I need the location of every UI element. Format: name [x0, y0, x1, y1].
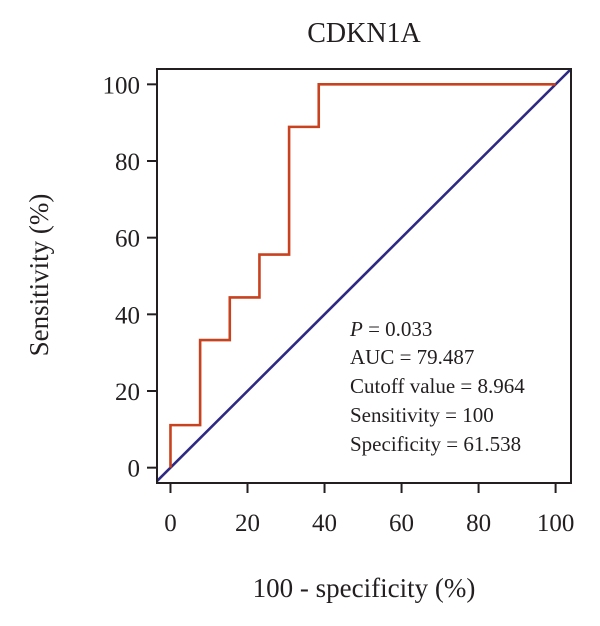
x-axis-title: 100 - specificity (%)	[253, 573, 476, 603]
y-tick-label: 100	[103, 72, 141, 99]
chart-title: CDKN1A	[307, 18, 421, 49]
plot-frame	[156, 68, 572, 484]
annotation-cutoff: Cutoff value = 8.964	[350, 374, 525, 398]
y-tick-label: 0	[128, 456, 141, 483]
x-tick-label: 100	[537, 510, 575, 537]
annotation-sensitivity: Sensitivity = 100	[350, 403, 494, 427]
annotation-auc: AUC = 79.487	[350, 345, 474, 369]
y-tick-label: 20	[115, 379, 140, 406]
x-axis-ticks: 0 20 40 60 80 100	[164, 483, 574, 537]
y-tick-label: 60	[115, 226, 140, 253]
x-tick-label: 20	[235, 510, 260, 537]
x-tick-label: 0	[164, 510, 177, 537]
y-tick-label: 40	[115, 302, 140, 329]
annotation-block: P = 0.033 AUC = 79.487 Cutoff value = 8.…	[349, 317, 525, 456]
y-tick-label: 80	[115, 149, 140, 176]
roc-curve-line	[169, 83, 556, 468]
y-axis-title: Sensitivity (%)	[24, 194, 54, 357]
x-tick-label: 80	[466, 510, 491, 537]
x-tick-label: 60	[389, 510, 414, 537]
x-tick-label: 40	[312, 510, 337, 537]
annotation-specificity: Specificity = 61.538	[350, 432, 521, 456]
reference-diagonal-line	[156, 68, 572, 483]
y-axis-ticks: 0 20 40 60 80 100	[103, 72, 157, 483]
series-group	[156, 68, 572, 483]
annotation-p-value: P = 0.033	[349, 317, 432, 341]
